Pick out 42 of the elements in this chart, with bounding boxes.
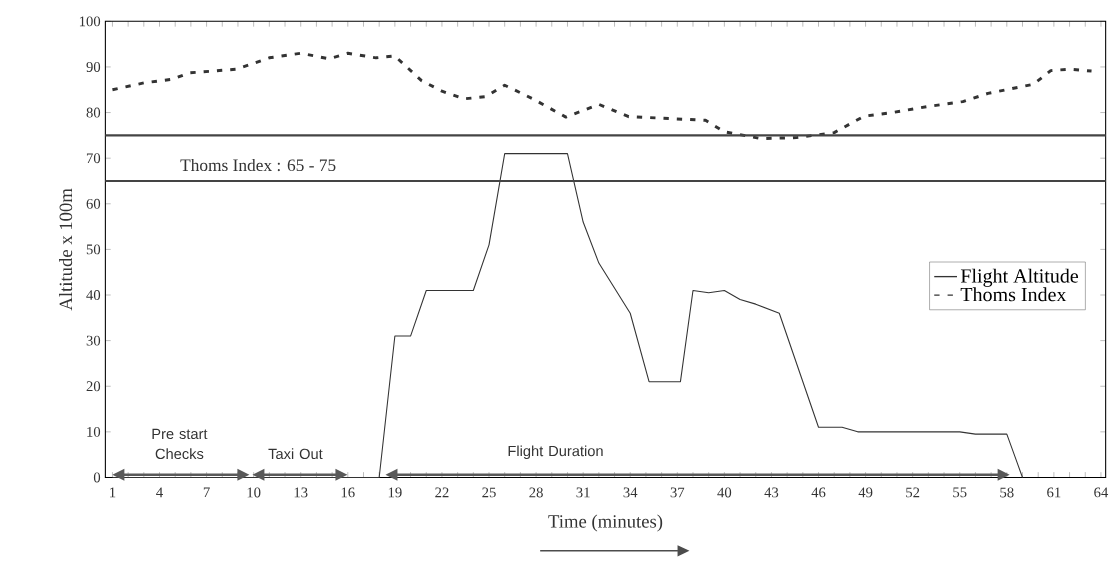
y-axis-title: Altitude x 100m: [59, 188, 73, 311]
x-tick-label: 22: [435, 487, 449, 498]
x-tick-label: 28: [529, 487, 543, 498]
y-tick-label: 90: [86, 62, 101, 72]
legend-label: Flight Altitude: [960, 268, 1079, 287]
annotation: Pre start Checks: [152, 428, 208, 460]
line-series: [110, 51, 1094, 141]
x-tick-label: 43: [764, 487, 779, 498]
y-tick-label: 50: [86, 244, 101, 255]
y-tick-label: 40: [86, 290, 101, 301]
x-tick-label: 10: [247, 487, 261, 498]
x-tick-label: 16: [341, 487, 355, 498]
x-tick-label: 19: [388, 487, 402, 498]
x-axis-title: Time (minutes): [548, 514, 663, 532]
x-tick-label: 55: [953, 487, 967, 498]
annotation: Taxi Out: [268, 448, 323, 460]
x-tick-label: 4: [156, 487, 163, 498]
x-tick-label: 7: [203, 487, 210, 498]
x-tick-label: 52: [906, 487, 920, 498]
y-tick-label: 100: [79, 16, 101, 27]
x-tick-label: 37: [670, 487, 685, 498]
x-tick-label: 40: [717, 487, 732, 498]
x-tick-label: 64: [1094, 487, 1109, 498]
y-tick-label: 10: [87, 426, 101, 437]
y-tick-label: 30: [86, 335, 101, 346]
x-tick-label: 31: [576, 487, 590, 498]
x-tick-label: 49: [858, 487, 873, 498]
legend-label: Thoms Index: [960, 287, 1067, 302]
x-tick-label: 58: [1000, 487, 1014, 498]
annotation: Thoms Index : 65 - 75: [180, 158, 336, 172]
y-tick-label: 70: [86, 153, 101, 164]
x-tick-label: 25: [482, 487, 496, 498]
y-tick-label: 60: [86, 198, 101, 209]
x-tick-label: 34: [623, 487, 638, 498]
annotation: Flight Duration: [508, 445, 603, 460]
x-tick-label: 1: [110, 487, 116, 498]
x-tick-label: 13: [294, 487, 308, 498]
y-tick-label: 0: [93, 472, 101, 483]
y-tick-label: 80: [86, 107, 101, 118]
x-tick-label: 46: [811, 487, 826, 498]
x-tick-label: 61: [1047, 487, 1061, 498]
y-tick-label: 20: [86, 381, 101, 392]
